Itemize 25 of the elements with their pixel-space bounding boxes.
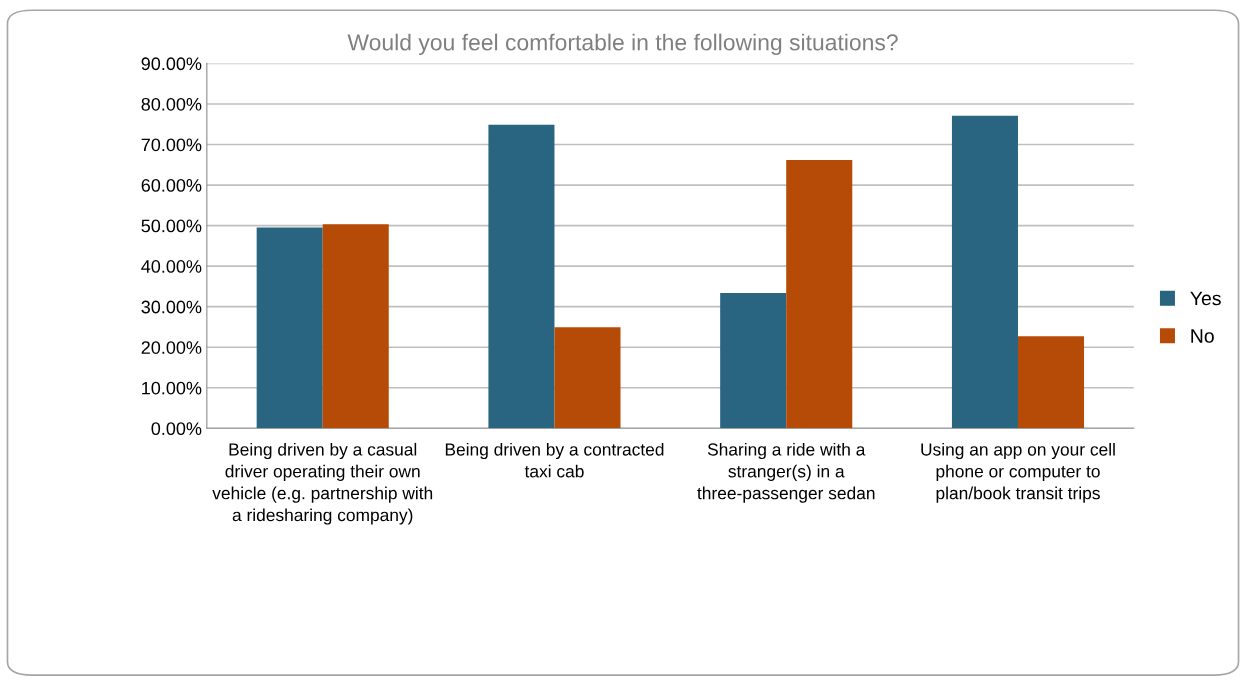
bar [951,115,1018,429]
bar [786,159,853,429]
legend-label: No [1191,329,1214,343]
bar [256,227,323,429]
bar [554,327,621,429]
bar [488,124,555,429]
x-tick-label: Using an app on your cell phone or computer to plan/book transit trips [921,442,1115,503]
y-tick-label: 70.00% [141,138,202,152]
x-tick-label: Sharing a ride with a stranger(s) in a three-passenger sedan [697,442,875,503]
chart-title: Would you feel comfortable in the following situations? [347,33,898,56]
y-tick-label: 80.00% [141,97,202,111]
x-tick-label: Being driven by a casual driver operating their own vehicle (e.g. partnership with a ridesharing company) [212,442,433,525]
y-tick-label: 50.00% [141,219,202,233]
bar [322,224,389,429]
bar [1017,336,1085,429]
bar [720,292,787,429]
y-tick-label: 0.00% [151,422,202,436]
y-tick-label: 10.00% [142,381,202,395]
legend-label: Yes [1190,291,1221,306]
y-tick-label: 30.00% [141,300,202,314]
y-tick-label: 90.00% [141,57,202,71]
y-tick-label: 20.00% [141,341,202,354]
x-tick-label: Being driven by a contracted taxi cab [445,442,664,478]
y-tick-label: 60.00% [141,178,202,192]
y-tick-label: 40.00% [141,260,202,273]
